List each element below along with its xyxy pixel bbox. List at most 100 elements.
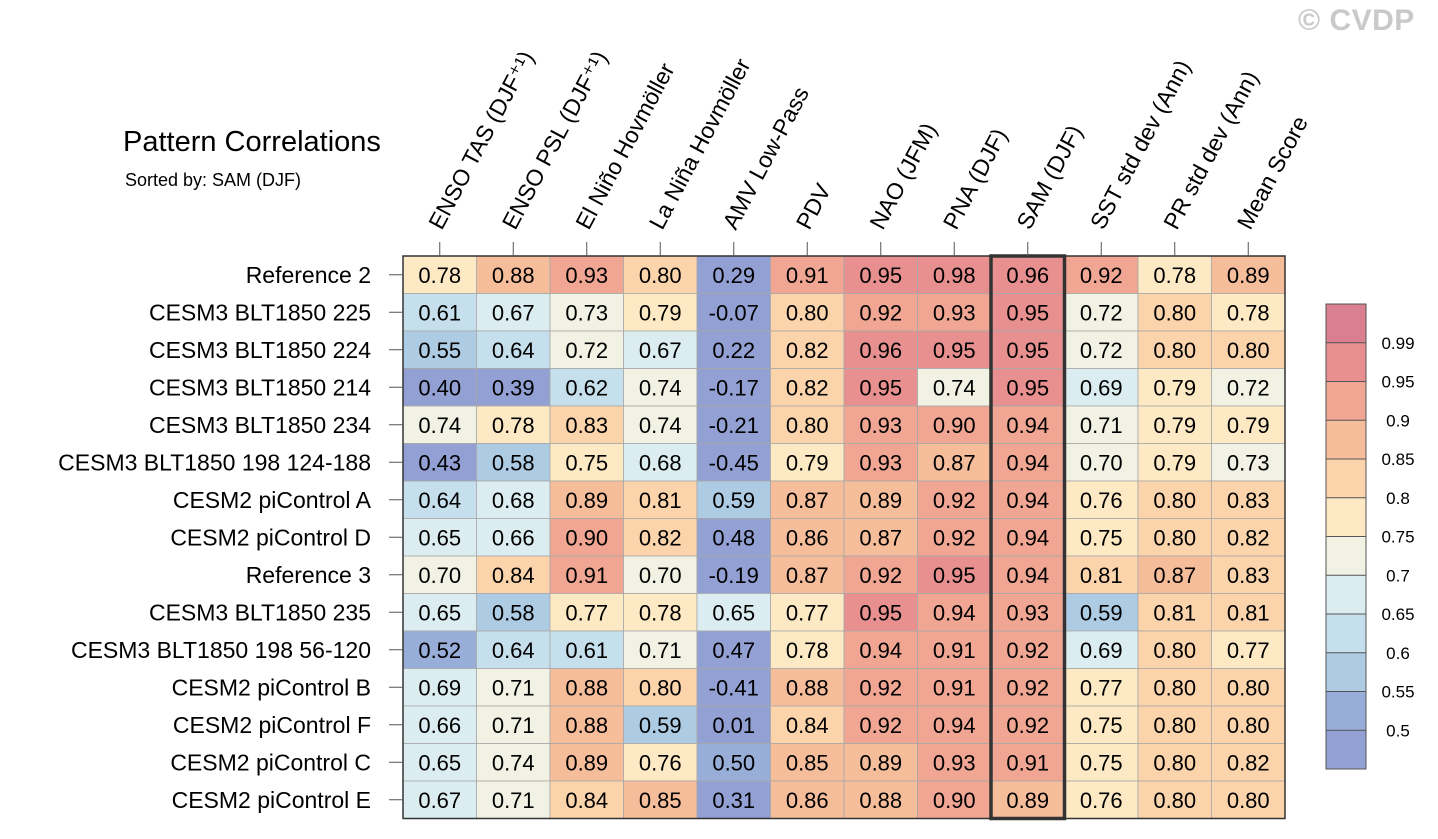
- cell-value-label: 0.50: [712, 750, 755, 775]
- cell-value-label: 0.78: [639, 600, 682, 625]
- cell-value-label: -0.45: [709, 450, 759, 475]
- cell-value-label: 0.94: [1006, 525, 1049, 550]
- heatmap-cell: [990, 668, 1065, 707]
- cell-value-label: 0.65: [418, 600, 461, 625]
- cell-value-label: 0.73: [565, 300, 608, 325]
- cell-value-label: 0.92: [1006, 713, 1049, 738]
- cell-value-label: 0.01: [712, 713, 755, 738]
- cell-value-label: 0.80: [1153, 525, 1196, 550]
- cell-value-label: 0.80: [1153, 788, 1196, 813]
- cell-value-label: -0.21: [709, 413, 759, 438]
- cell-value-label: 0.95: [1006, 300, 1049, 325]
- cell-value-label: 0.79: [1153, 375, 1196, 400]
- cell-value-label: 0.92: [933, 488, 976, 513]
- cell-value-label: 0.67: [492, 300, 535, 325]
- heatmap-cell: [843, 368, 918, 407]
- heatmap-cell: [990, 293, 1065, 332]
- heatmap-cell: [770, 593, 845, 632]
- cell-value-label: 0.82: [639, 525, 682, 550]
- heatmap-cell: [917, 405, 992, 444]
- cell-value-label: -0.17: [709, 375, 759, 400]
- cell-value-label: 0.67: [418, 788, 461, 813]
- cell-value-label: 0.89: [565, 488, 608, 513]
- cell-value-label: 0.87: [859, 525, 902, 550]
- heatmap-cell: [917, 630, 992, 669]
- chart-subtitle: Sorted by: SAM (DJF): [125, 170, 302, 190]
- heatmap-cell: [696, 480, 771, 519]
- cell-value-label: 0.65: [712, 600, 755, 625]
- heatmap-cell: [1137, 405, 1212, 444]
- cell-value-label: 0.72: [1080, 338, 1123, 363]
- heatmap-cell: [623, 405, 698, 444]
- cell-value-label: 0.96: [1006, 263, 1049, 288]
- cell-value-label: 0.80: [1153, 338, 1196, 363]
- cell-value-label: 0.95: [859, 600, 902, 625]
- row-label: CESM3 BLT1850 198 124-188: [58, 449, 371, 475]
- cell-value-label: 0.84: [786, 713, 829, 738]
- heatmap-cell: [402, 293, 477, 332]
- heatmap-cell: [476, 630, 551, 669]
- cell-value-label: 0.40: [418, 375, 461, 400]
- cell-value-label: 0.62: [565, 375, 608, 400]
- heatmap-cell: [549, 743, 624, 782]
- cell-value-label: 0.94: [1006, 413, 1049, 438]
- cell-value-label: 0.59: [1080, 600, 1123, 625]
- colorbar-label: 0.99: [1381, 334, 1414, 353]
- cell-value-label: -0.41: [709, 675, 759, 700]
- cell-value-label: 0.84: [565, 788, 608, 813]
- heatmap-cell: [402, 705, 477, 744]
- heatmap-cell: [990, 480, 1065, 519]
- heatmap-cell: [549, 555, 624, 594]
- cell-value-label: 0.71: [492, 713, 535, 738]
- row-label: CESM2 piControl A: [173, 487, 372, 513]
- cell-value-label: 0.91: [933, 675, 976, 700]
- cell-value-label: 0.95: [859, 263, 902, 288]
- heatmap-cell: [476, 743, 551, 782]
- row-label: CESM2 piControl F: [173, 712, 371, 738]
- column-label: SAM (DJF): [1011, 121, 1087, 234]
- heatmap-cell: [1137, 555, 1212, 594]
- cell-value-label: 0.70: [1080, 450, 1123, 475]
- cell-value-label: 0.74: [639, 413, 682, 438]
- row-label: CESM3 BLT1850 225: [149, 299, 371, 325]
- heatmap-cell: [1064, 555, 1139, 594]
- heatmap-cell: [402, 330, 477, 369]
- cell-value-label: 0.88: [565, 713, 608, 738]
- cell-value-label: 0.94: [1006, 488, 1049, 513]
- row-label: CESM3 BLT1850 234: [149, 412, 371, 438]
- heatmap-cell: [1064, 443, 1139, 482]
- cell-value-label: 0.88: [859, 788, 902, 813]
- heatmap-cell: [1064, 330, 1139, 369]
- heatmap-cell: [476, 443, 551, 482]
- cell-value-label: 0.80: [639, 263, 682, 288]
- heatmap-cell: [917, 518, 992, 557]
- cell-value-label: 0.98: [933, 263, 976, 288]
- heatmap-cell: [476, 705, 551, 744]
- heatmap-cell: [696, 780, 771, 819]
- heatmap-cell: [1064, 405, 1139, 444]
- cell-value-label: 0.75: [1080, 713, 1123, 738]
- cell-value-label: 0.87: [786, 563, 829, 588]
- cell-value-label: 0.85: [786, 750, 829, 775]
- cell-value-label: 0.81: [1080, 563, 1123, 588]
- cell-value-label: 0.80: [1153, 488, 1196, 513]
- column-label: Mean Score: [1232, 112, 1313, 234]
- cell-value-label: 0.72: [1227, 375, 1270, 400]
- cell-value-label: 0.68: [639, 450, 682, 475]
- heatmap-cell: [696, 405, 771, 444]
- heatmap-cell: [549, 330, 624, 369]
- heatmap-cell: [770, 368, 845, 407]
- cell-value-label: 0.61: [565, 638, 608, 663]
- heatmap-cell: [623, 330, 698, 369]
- cell-value-label: 0.93: [565, 263, 608, 288]
- cell-value-label: 0.82: [1227, 525, 1270, 550]
- cell-value-label: 0.47: [712, 638, 755, 663]
- cell-value-label: 0.91: [786, 263, 829, 288]
- cell-value-label: 0.43: [418, 450, 461, 475]
- cell-value-label: 0.80: [1153, 675, 1196, 700]
- cell-value-label: 0.72: [565, 338, 608, 363]
- cell-value-label: 0.80: [1153, 713, 1196, 738]
- cell-value-label: 0.81: [639, 488, 682, 513]
- heatmap-cell: [696, 443, 771, 482]
- cell-value-label: 0.76: [1080, 488, 1123, 513]
